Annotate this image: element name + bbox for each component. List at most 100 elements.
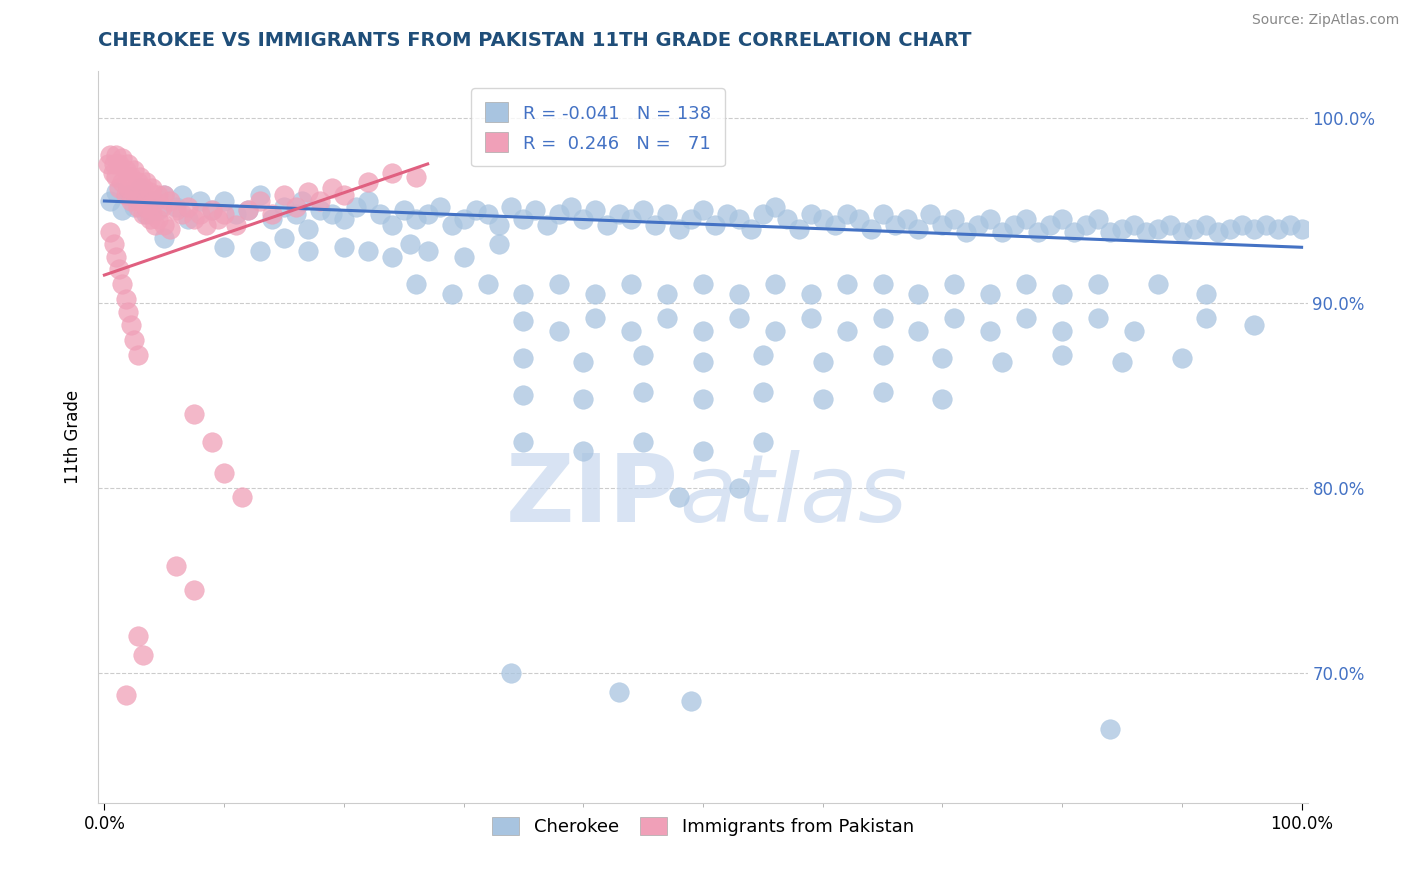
Point xyxy=(115,689,138,703)
Point xyxy=(97,157,120,171)
Point xyxy=(907,324,929,338)
Point xyxy=(440,286,463,301)
Point xyxy=(655,207,678,221)
Point xyxy=(135,207,157,221)
Point xyxy=(572,212,595,227)
Point xyxy=(811,355,834,369)
Point xyxy=(115,162,138,177)
Point xyxy=(692,355,714,369)
Point xyxy=(148,188,170,202)
Point xyxy=(572,444,595,458)
Point xyxy=(811,392,834,406)
Point xyxy=(153,188,176,202)
Point xyxy=(453,212,475,227)
Point xyxy=(148,203,170,218)
Point xyxy=(763,277,786,292)
Point xyxy=(692,444,714,458)
Point xyxy=(127,348,149,362)
Point xyxy=(453,250,475,264)
Point xyxy=(560,200,582,214)
Point xyxy=(1002,218,1025,232)
Point xyxy=(129,181,152,195)
Point xyxy=(931,351,953,366)
Point xyxy=(357,194,380,208)
Point xyxy=(800,207,823,221)
Point xyxy=(105,250,128,264)
Point xyxy=(824,218,846,232)
Point xyxy=(249,194,271,208)
Point xyxy=(1254,218,1277,232)
Point xyxy=(728,286,751,301)
Point xyxy=(141,207,163,221)
Point xyxy=(148,212,170,227)
Point xyxy=(117,305,139,319)
Point xyxy=(752,434,775,449)
Point xyxy=(172,207,194,221)
Point xyxy=(188,194,211,208)
Point xyxy=(548,207,571,221)
Point xyxy=(236,203,259,218)
Point xyxy=(512,212,534,227)
Point xyxy=(357,244,380,258)
Point xyxy=(907,286,929,301)
Point xyxy=(607,684,630,698)
Point xyxy=(201,203,224,218)
Point xyxy=(655,310,678,325)
Point xyxy=(201,434,224,449)
Point xyxy=(103,157,125,171)
Point xyxy=(188,207,211,221)
Point xyxy=(236,203,259,218)
Point xyxy=(1015,310,1038,325)
Point xyxy=(212,194,235,208)
Point xyxy=(321,181,343,195)
Y-axis label: 11th Grade: 11th Grade xyxy=(65,390,83,484)
Point xyxy=(859,221,882,235)
Point xyxy=(763,200,786,214)
Point xyxy=(488,218,510,232)
Point xyxy=(872,207,894,221)
Point xyxy=(1087,310,1109,325)
Point xyxy=(177,200,200,214)
Point xyxy=(132,648,155,662)
Point xyxy=(117,181,139,195)
Point xyxy=(512,286,534,301)
Point xyxy=(631,348,654,362)
Point xyxy=(100,226,122,240)
Point xyxy=(392,203,415,218)
Point xyxy=(835,324,858,338)
Point xyxy=(132,181,155,195)
Point xyxy=(1171,226,1194,240)
Point xyxy=(835,277,858,292)
Point xyxy=(979,212,1001,227)
Point xyxy=(165,558,187,573)
Point xyxy=(572,392,595,406)
Point xyxy=(931,218,953,232)
Point xyxy=(943,212,966,227)
Point xyxy=(776,212,799,227)
Point xyxy=(679,694,702,708)
Point xyxy=(183,407,205,421)
Point xyxy=(260,207,283,221)
Point xyxy=(159,194,181,208)
Point xyxy=(429,200,451,214)
Point xyxy=(105,147,128,161)
Point xyxy=(692,277,714,292)
Point xyxy=(405,277,427,292)
Text: Source: ZipAtlas.com: Source: ZipAtlas.com xyxy=(1251,13,1399,28)
Point xyxy=(644,218,666,232)
Point xyxy=(105,185,128,199)
Point xyxy=(1182,221,1205,235)
Point xyxy=(273,200,295,214)
Point xyxy=(107,262,129,277)
Point xyxy=(800,310,823,325)
Point xyxy=(381,166,404,180)
Point xyxy=(679,212,702,227)
Point xyxy=(124,185,146,199)
Point xyxy=(668,221,690,235)
Point xyxy=(1195,310,1218,325)
Point xyxy=(655,286,678,301)
Point xyxy=(143,218,166,232)
Point xyxy=(1050,348,1073,362)
Point xyxy=(107,157,129,171)
Point xyxy=(920,207,942,221)
